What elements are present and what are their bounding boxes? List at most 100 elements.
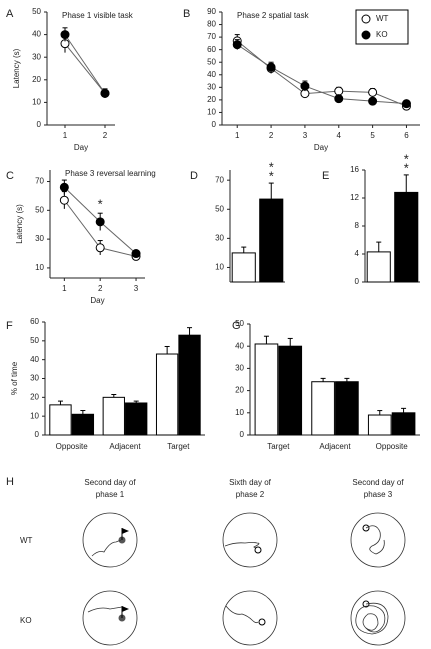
legend-marker: [361, 14, 371, 24]
y-tick-label: 60: [30, 317, 39, 326]
y-tick-label: 40: [207, 70, 216, 79]
point: [368, 96, 378, 106]
panel-letter: A: [6, 8, 14, 20]
panel-letter: D: [190, 170, 198, 182]
annotation: *: [269, 169, 274, 184]
y-tick-label: 0: [240, 430, 245, 439]
x-tick-label: 6: [404, 131, 409, 140]
point: [95, 217, 105, 227]
point: [368, 87, 378, 97]
y-axis-label: Latency (s): [15, 204, 24, 244]
y-tick-label: 90: [207, 7, 216, 16]
point: [95, 243, 105, 253]
bar: [49, 404, 72, 436]
bar: [71, 413, 95, 436]
x-tick-label: 4: [337, 131, 342, 140]
x-axis-label: Day: [314, 143, 328, 152]
point: [131, 249, 141, 259]
y-tick-label: 10: [235, 408, 244, 417]
panel-letter: H: [6, 476, 14, 488]
panel-letter: G: [232, 320, 241, 332]
bar: [366, 251, 391, 283]
annotation: *: [404, 160, 409, 175]
y-tick-label: 20: [207, 95, 216, 104]
pool: [222, 512, 278, 568]
y-tick-label: 50: [30, 336, 39, 345]
series-line: [64, 43, 106, 94]
y-tick-label: 50: [215, 204, 224, 213]
y-tick-label: 0: [35, 430, 40, 439]
bar: [335, 381, 359, 436]
x-tick-label: 2: [98, 284, 103, 293]
x-tick-label: 5: [370, 131, 375, 140]
chart-title: Phase 2 spatial task: [237, 11, 310, 20]
x-tick-label: Adjacent: [109, 442, 141, 451]
y-tick-label: 20: [32, 75, 41, 84]
y-tick-label: 20: [235, 386, 244, 395]
bar: [311, 381, 335, 436]
bar: [254, 343, 279, 436]
pool: [82, 512, 138, 568]
column-title: phase 1: [96, 490, 125, 499]
x-tick-label: 2: [103, 131, 108, 140]
y-tick-label: 60: [207, 45, 216, 54]
y-tick-label: 30: [35, 234, 44, 243]
x-tick-label: Opposite: [376, 442, 409, 451]
y-tick-label: 8: [355, 221, 360, 230]
bar: [125, 402, 148, 436]
point: [300, 81, 310, 91]
pool: [82, 590, 138, 646]
y-tick-label: 40: [235, 341, 244, 350]
x-tick-label: Target: [267, 442, 290, 451]
x-tick-label: 3: [134, 284, 139, 293]
y-tick-label: 40: [30, 355, 39, 364]
legend-label: KO: [376, 30, 388, 39]
y-tick-label: 50: [207, 57, 216, 66]
annotation: *: [404, 151, 409, 166]
panel-letter: F: [6, 320, 13, 332]
y-tick-label: 50: [32, 7, 41, 16]
series-line: [236, 44, 407, 105]
point: [401, 99, 411, 109]
column-title: phase 2: [236, 490, 265, 499]
point: [334, 86, 344, 96]
y-tick-label: 30: [207, 82, 216, 91]
y-tick-label: 30: [215, 233, 224, 242]
y-axis-label: Latency (s): [12, 48, 21, 88]
y-tick-label: 0: [355, 277, 360, 286]
pool: [350, 590, 406, 646]
x-tick-label: 1: [235, 131, 240, 140]
legend-marker: [361, 30, 371, 40]
y-tick-label: 12: [350, 193, 359, 202]
y-tick-label: 30: [32, 52, 41, 61]
y-tick-label: 10: [32, 98, 41, 107]
series-line: [64, 34, 106, 94]
x-tick-label: 1: [63, 131, 68, 140]
row-label: KO: [20, 616, 32, 625]
y-tick-label: 10: [215, 263, 224, 272]
x-tick-label: Opposite: [56, 442, 89, 451]
y-tick-label: 30: [30, 374, 39, 383]
column-title: Second day of: [352, 478, 404, 487]
y-tick-label: 50: [235, 319, 244, 328]
pool: [350, 512, 406, 568]
y-tick-label: 10: [207, 108, 216, 117]
track-panel: H Second day of phase 1 Sixth day of pha…: [6, 476, 406, 646]
x-tick-label: 3: [303, 131, 308, 140]
y-tick-label: 70: [207, 32, 216, 41]
bar: [259, 198, 284, 283]
bar: [155, 353, 179, 436]
x-axis-label: Day: [74, 143, 88, 152]
pool: [222, 590, 278, 646]
legend-label: WT: [376, 14, 389, 23]
x-tick-label: 2: [269, 131, 274, 140]
y-tick-label: 4: [355, 249, 360, 258]
y-tick-label: 20: [30, 392, 39, 401]
y-tick-label: 40: [32, 30, 41, 39]
point: [334, 94, 344, 104]
column-title: phase 3: [364, 490, 393, 499]
bar: [178, 334, 201, 436]
y-tick-label: 0: [212, 120, 217, 129]
panel-letter: C: [6, 170, 14, 182]
panel-letter: B: [183, 8, 190, 20]
